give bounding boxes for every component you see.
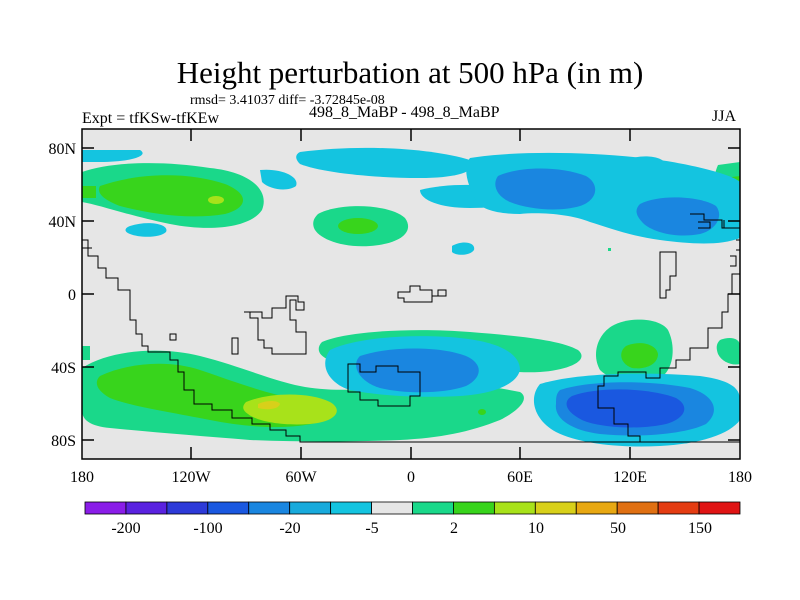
- colorbar-swatch: [412, 501, 454, 515]
- colorbar-label: 50: [610, 520, 626, 537]
- y-tick-label: 40S: [51, 360, 76, 377]
- colorbar-swatch: [330, 501, 372, 515]
- north-negative-contours: [82, 147, 740, 255]
- colorbar-swatch: [289, 501, 332, 515]
- y-tick-label: 40N: [48, 214, 76, 231]
- x-tick-label: 180: [728, 469, 752, 486]
- colorbar-label: 10: [528, 520, 544, 537]
- colorbar-swatch: [698, 501, 741, 515]
- x-tick-label: 60E: [507, 469, 533, 486]
- y-tick-label: 0: [68, 287, 76, 304]
- y-tick-labels: 80N 40N 0 40S 80S: [48, 141, 76, 450]
- case-label: 498_8_MaBP - 498_8_MaBP: [309, 104, 500, 121]
- colorbar-label: -5: [365, 520, 378, 537]
- colorbar-swatch: [534, 501, 577, 515]
- colorbar-swatch: [125, 501, 168, 515]
- colorbar-labels: -200 -100 -20 -5 2 10 50 150: [111, 520, 712, 537]
- colorbar-swatch: [575, 501, 618, 515]
- colorbar-swatch: [371, 501, 413, 515]
- colorbar-label: -100: [193, 520, 222, 537]
- colorbar-swatch: [207, 501, 250, 515]
- colorbar-swatch: [166, 501, 209, 515]
- x-tick-label: 120E: [613, 469, 647, 486]
- y-tick-label: 80S: [51, 433, 76, 450]
- colorbar-label: 150: [688, 520, 712, 537]
- season-label: JJA: [712, 108, 737, 125]
- colorbar-label: -20: [279, 520, 300, 537]
- x-tick-label: 120W: [171, 469, 211, 486]
- x-tick-label: 60W: [285, 469, 317, 486]
- colorbar-swatch: [453, 501, 495, 515]
- colorbar-swatch: [248, 501, 291, 515]
- x-tick-labels: 180 120W 60W 0 60E 120E 180: [70, 469, 752, 486]
- south-negative-contours: [325, 336, 740, 447]
- colorbar-swatch: [493, 501, 536, 515]
- colorbar-label: 2: [450, 520, 458, 537]
- map-panel: [82, 129, 740, 459]
- x-tick-label: 0: [407, 469, 415, 486]
- colorbar: [84, 501, 741, 515]
- colorbar-swatch: [616, 501, 659, 515]
- plot-title: Height perturbation at 500 hPa (in m): [176, 55, 644, 90]
- coastlines: [82, 213, 740, 443]
- colorbar-swatch: [657, 501, 700, 515]
- axis-ticks: [82, 129, 740, 459]
- x-tick-label: 180: [70, 469, 94, 486]
- colorbar-label: -200: [111, 520, 140, 537]
- stats-line: rmsd= 3.41037 diff= -3.72845e-08: [190, 93, 385, 108]
- colorbar-swatch: [84, 501, 127, 515]
- experiment-label: Expt = tfKSw-tfKEw: [82, 110, 220, 127]
- y-tick-label: 80N: [48, 141, 76, 158]
